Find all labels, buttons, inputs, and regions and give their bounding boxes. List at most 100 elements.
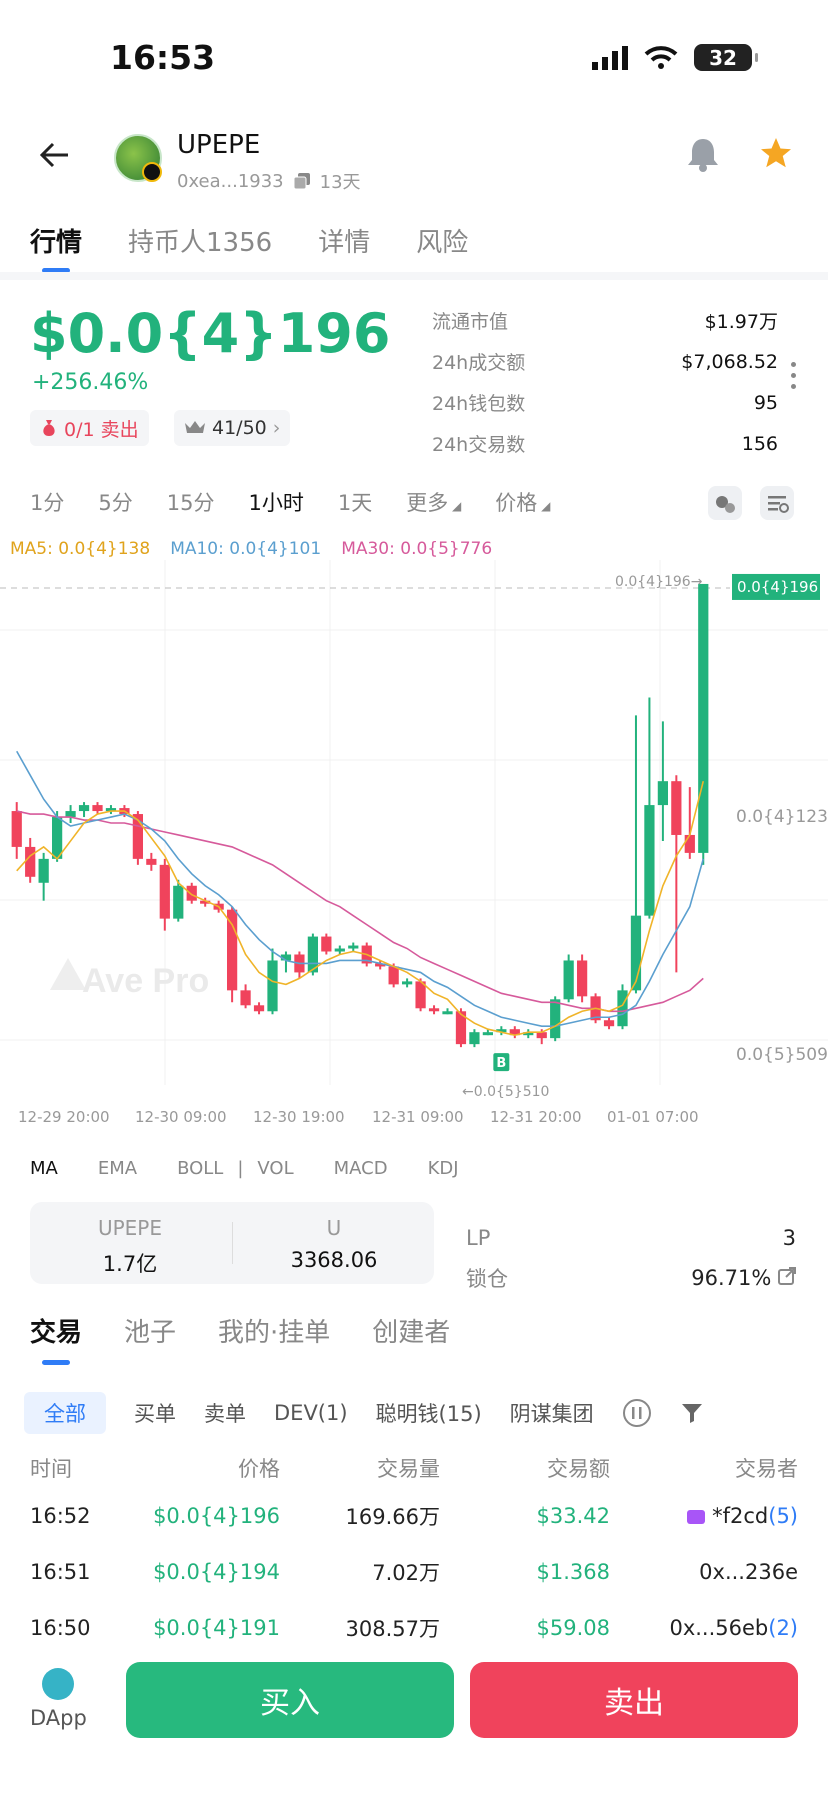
- price-mode-dropdown[interactable]: 价格 ◢: [495, 487, 550, 517]
- current-price-axis-label: 0.0{4}196: [737, 578, 818, 596]
- interval-1h[interactable]: 1小时: [248, 491, 304, 515]
- current-price-box: [732, 573, 820, 600]
- chart-settings-icon[interactable]: [760, 486, 794, 520]
- cell-price: $0.0{4}196: [153, 1504, 280, 1528]
- candle-down: [577, 960, 588, 997]
- table-row[interactable]: 16:52 $0.0{4}196 169.66万 $33.42 *f2cd(5): [30, 1488, 798, 1544]
- filter-buy[interactable]: 买单: [134, 1402, 176, 1426]
- interval-5m[interactable]: 5分: [98, 491, 133, 515]
- candle-down: [227, 909, 238, 991]
- token-subline: 0xea...1933 13天: [177, 168, 361, 194]
- candle-down: [671, 781, 682, 835]
- x-tick-label: 12-31 20:00: [490, 1108, 582, 1126]
- dropdown-triangle-icon: ◢: [448, 499, 462, 513]
- cell-trader[interactable]: 0x...56eb(2): [610, 1616, 798, 1640]
- candlestick-chart[interactable]: Ave Pro 0.0{4}196→ 0.0{4}1960.0{4}1230.0{…: [0, 560, 828, 1130]
- cell-trader[interactable]: *f2cd(5): [610, 1504, 798, 1528]
- pause-icon[interactable]: [622, 1398, 652, 1428]
- tab-trades[interactable]: 交易: [30, 1318, 83, 1348]
- indicator-macd[interactable]: MACD: [333, 1158, 388, 1179]
- ma10-line: [16, 750, 705, 1028]
- buy-button[interactable]: 买入: [126, 1662, 454, 1738]
- cell-trader[interactable]: 0x...236e: [610, 1560, 798, 1584]
- bell-icon[interactable]: [686, 136, 720, 176]
- dapp-button[interactable]: DApp: [30, 1668, 87, 1730]
- token-stats: 流通市值 $1.97万 24h成交额 $7,068.52 24h钱包数 95 24h交…: [432, 300, 778, 464]
- candle-down: [684, 834, 695, 853]
- money-bag-icon: [43, 420, 55, 436]
- indicator-ema[interactable]: EMA: [97, 1158, 138, 1179]
- top-rank-value: 41/50: [212, 417, 267, 439]
- trade-tabs: 交易 池子 我的·挂单 创建者: [30, 1312, 450, 1349]
- pool-quote-label: U: [326, 1216, 342, 1240]
- x-tick-label: 12-30 19:00: [253, 1108, 345, 1126]
- tab-risk[interactable]: 风险: [416, 228, 469, 258]
- indicator-kdj[interactable]: KDJ: [427, 1158, 459, 1179]
- price-change: +256.46%: [32, 370, 149, 395]
- stat-label: 流通市值: [432, 311, 509, 333]
- candle-down: [603, 1020, 615, 1027]
- back-icon[interactable]: [39, 136, 70, 177]
- filter-smart-money[interactable]: 聪明钱(15): [375, 1402, 482, 1426]
- pool-token-label: UPEPE: [97, 1216, 163, 1240]
- filter-cabal[interactable]: 阴谋集团: [509, 1402, 594, 1426]
- cell-qty: 7.02万: [372, 1561, 440, 1585]
- x-tick-label: 01-01 07:00: [607, 1108, 699, 1126]
- tab-market[interactable]: 行情: [30, 228, 83, 258]
- favorite-star-icon[interactable]: [758, 135, 794, 175]
- trade-filters: 全部 买单 卖单 DEV(1) 聪明钱(15) 阴谋集团: [24, 1392, 704, 1434]
- tab-details[interactable]: 详情: [318, 228, 371, 258]
- interval-more[interactable]: 更多 ◢: [406, 487, 461, 517]
- lp-value: 3: [782, 1226, 796, 1250]
- stat-value: 156: [741, 432, 778, 455]
- header-time: 时间: [30, 1457, 72, 1481]
- drawing-tools-icon[interactable]: [708, 486, 742, 520]
- table-row[interactable]: 16:51 $0.0{4}194 7.02万 $1.368 0x...236e: [30, 1544, 798, 1600]
- candle-up: [267, 960, 278, 1012]
- candle-up: [482, 1032, 493, 1036]
- more-options-icon[interactable]: [791, 362, 796, 389]
- tab-creator[interactable]: 创建者: [372, 1318, 451, 1348]
- interval-1m[interactable]: 1分: [30, 491, 65, 515]
- candle-down: [253, 1005, 265, 1012]
- watermark-logo: [50, 958, 86, 990]
- ma30-label: MA30: 0.0{5}776: [341, 539, 493, 559]
- sell-tax-pill[interactable]: 0/1 卖出: [30, 410, 149, 446]
- candle-up: [334, 948, 345, 952]
- copy-icon[interactable]: [293, 173, 310, 189]
- candle-up: [630, 915, 642, 991]
- stat-label: 24h成交额: [432, 352, 526, 374]
- filter-sell[interactable]: 卖单: [204, 1402, 246, 1426]
- stat-row: 24h成交额 $7,068.52: [432, 341, 778, 382]
- candle-up: [550, 999, 561, 1039]
- filter-dev[interactable]: DEV(1): [274, 1401, 348, 1425]
- tab-my-orders[interactable]: 我的·挂单: [218, 1318, 331, 1348]
- lock-label: 锁仓: [466, 1267, 508, 1291]
- sell-button[interactable]: 卖出: [470, 1662, 798, 1738]
- lp-info: LP 3 锁仓 96.71%: [466, 1218, 796, 1298]
- tab-holders[interactable]: 持币人1356: [128, 228, 273, 258]
- candle-down: [455, 1011, 467, 1045]
- indicator-boll[interactable]: BOLL: [177, 1158, 224, 1179]
- cell-amount: $1.368: [536, 1560, 610, 1584]
- filter-funnel-icon[interactable]: [680, 1401, 704, 1425]
- lock-value: 96.71%: [691, 1266, 772, 1290]
- indicator-vol[interactable]: VOL: [257, 1158, 294, 1179]
- interval-1d[interactable]: 1天: [337, 491, 373, 515]
- ma-lines: [16, 750, 705, 1036]
- interval-15m[interactable]: 15分: [166, 491, 215, 515]
- filter-all[interactable]: 全部: [24, 1392, 106, 1434]
- indicator-separator: |: [237, 1158, 244, 1179]
- low-price-label: ←0.0{5}510: [462, 1084, 549, 1100]
- tab-pools[interactable]: 池子: [124, 1318, 177, 1348]
- indicator-tabs: MA EMA BOLL | VOL MACD KDJ: [30, 1158, 459, 1179]
- table-row[interactable]: 16:50 $0.0{4}191 308.57万 $59.08 0x...56e…: [30, 1600, 798, 1656]
- indicator-ma[interactable]: MA: [30, 1158, 58, 1179]
- candle-down: [146, 858, 157, 865]
- lock-value-group[interactable]: 96.71%: [691, 1266, 796, 1290]
- top-rank-pill[interactable]: 41/50 ›: [174, 410, 291, 446]
- tab-underline: [42, 268, 70, 273]
- candle-down: [92, 805, 103, 812]
- token-name: UPEPE: [177, 130, 261, 160]
- dapp-icon: [42, 1668, 75, 1700]
